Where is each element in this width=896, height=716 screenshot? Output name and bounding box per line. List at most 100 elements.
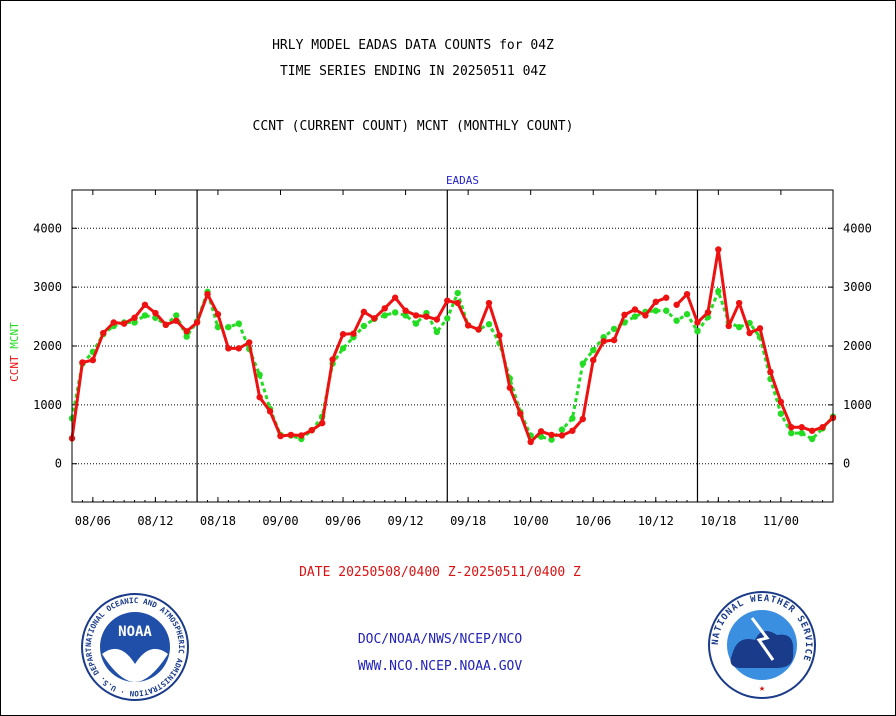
date-range-label: DATE 20250508/0400 Z-20250511/0400 Z bbox=[299, 565, 581, 580]
data-point-ccnt bbox=[715, 246, 722, 253]
data-point-ccnt bbox=[433, 316, 441, 323]
x-tick-label: 09/18 bbox=[450, 514, 486, 528]
data-point-mcnt bbox=[798, 429, 805, 437]
data-point-ccnt bbox=[412, 312, 420, 319]
series-layer bbox=[68, 246, 837, 446]
data-point-ccnt bbox=[110, 319, 117, 326]
data-point-ccnt bbox=[767, 368, 774, 376]
data-point-mcnt bbox=[360, 322, 368, 330]
y-tick-label-right-3000: 3000 bbox=[843, 280, 872, 294]
data-point-mcnt bbox=[412, 320, 420, 327]
data-point-ccnt bbox=[735, 299, 743, 307]
data-point-ccnt bbox=[256, 394, 263, 401]
data-point-mcnt bbox=[485, 321, 493, 328]
data-point-ccnt bbox=[318, 419, 326, 427]
data-point-mcnt bbox=[256, 371, 263, 379]
data-point-mcnt bbox=[631, 313, 639, 320]
data-point-ccnt bbox=[590, 356, 597, 364]
data-point-ccnt bbox=[485, 299, 493, 307]
y-label-mcnt: MCNT bbox=[8, 322, 21, 349]
series-line-ccnt bbox=[70, 292, 667, 444]
y-tick-label-right-2000: 2000 bbox=[843, 339, 872, 353]
data-point-ccnt bbox=[183, 328, 190, 335]
data-point-ccnt bbox=[298, 432, 305, 439]
data-point-ccnt bbox=[360, 308, 368, 316]
data-point-ccnt bbox=[683, 290, 691, 298]
data-point-ccnt bbox=[454, 299, 461, 307]
svg-text:★: ★ bbox=[759, 683, 765, 694]
x-tick-label: 08/18 bbox=[200, 514, 236, 528]
data-point-ccnt bbox=[423, 313, 430, 320]
data-point-ccnt bbox=[402, 307, 409, 314]
data-point-ccnt bbox=[537, 428, 545, 435]
data-point-ccnt bbox=[642, 312, 649, 319]
data-point-ccnt bbox=[756, 325, 764, 332]
noaa-logo: NATIONAL OCEANIC AND ATMOSPHERIC ADMINIS… bbox=[80, 592, 189, 701]
data-point-mcnt bbox=[141, 312, 149, 319]
data-point-mcnt bbox=[735, 323, 743, 331]
data-point-ccnt bbox=[371, 315, 378, 322]
data-point-mcnt bbox=[444, 315, 451, 322]
data-point-ccnt bbox=[235, 345, 242, 352]
data-point-ccnt bbox=[652, 298, 659, 306]
data-point-ccnt bbox=[141, 301, 149, 308]
data-point-mcnt bbox=[391, 309, 399, 316]
series-line-mcnt bbox=[70, 289, 835, 442]
y-tick-label-right-4000: 4000 bbox=[843, 221, 872, 235]
data-point-ccnt bbox=[496, 332, 503, 339]
axis-labels: 0 0 1000 1000 2000 2000 3000 3000 4000 4000 08/06 0… bbox=[8, 174, 872, 528]
data-point-mcnt bbox=[402, 312, 409, 319]
data-point-mcnt bbox=[788, 429, 795, 437]
x-tick-label: 10/18 bbox=[700, 514, 736, 528]
data-point-ccnt bbox=[777, 398, 785, 406]
data-point-ccnt bbox=[277, 432, 284, 440]
y-tick-label-right-0: 0 bbox=[843, 457, 850, 471]
data-point-mcnt bbox=[381, 312, 388, 319]
data-point-ccnt bbox=[173, 317, 180, 324]
data-point-mcnt bbox=[808, 435, 816, 443]
data-point-ccnt bbox=[120, 320, 128, 327]
data-point-ccnt bbox=[391, 294, 399, 301]
data-point-ccnt bbox=[548, 431, 555, 439]
y-tick-label-left-1000: 1000 bbox=[33, 398, 62, 412]
data-point-ccnt bbox=[558, 432, 566, 439]
data-point-ccnt bbox=[464, 322, 472, 329]
y-label-ccnt: CCNT bbox=[8, 349, 21, 382]
data-point-ccnt bbox=[381, 305, 388, 312]
data-point-ccnt bbox=[527, 438, 534, 446]
chart-title-line-3: CCNT (CURRENT COUNT) MCNT (MONTHLY COUNT… bbox=[252, 119, 574, 134]
y-axis-label: CCNT MCNT bbox=[8, 322, 21, 382]
data-point-mcnt bbox=[235, 320, 242, 327]
data-point-ccnt bbox=[266, 408, 274, 415]
data-point-mcnt bbox=[683, 311, 691, 318]
data-point-ccnt bbox=[339, 331, 347, 338]
data-point-mcnt bbox=[579, 360, 587, 367]
data-point-ccnt bbox=[475, 326, 482, 333]
x-tick-label: 08/06 bbox=[75, 514, 111, 528]
svg-text:NOAA: NOAA bbox=[118, 624, 152, 640]
data-point-ccnt bbox=[89, 356, 97, 364]
x-tick-label: 10/06 bbox=[575, 514, 611, 528]
x-tick-label: 09/06 bbox=[325, 514, 361, 528]
website-link[interactable]: WWW.NCO.NCEP.NOAA.GOV bbox=[357, 659, 523, 674]
data-point-ccnt bbox=[746, 329, 753, 337]
x-tick-label: 08/12 bbox=[137, 514, 173, 528]
data-point-ccnt bbox=[204, 290, 211, 298]
y-tick-label-left-2000: 2000 bbox=[33, 339, 62, 353]
y-tick-label-left-0: 0 bbox=[55, 457, 62, 471]
data-point-ccnt bbox=[663, 294, 670, 301]
data-point-ccnt bbox=[162, 321, 170, 329]
data-point-ccnt bbox=[287, 431, 295, 439]
data-point-mcnt bbox=[663, 307, 670, 314]
data-point-ccnt bbox=[225, 345, 232, 352]
data-point-ccnt bbox=[79, 359, 86, 366]
data-point-ccnt bbox=[610, 336, 618, 344]
data-point-mcnt bbox=[590, 346, 597, 354]
grid-lines bbox=[72, 190, 833, 502]
data-point-ccnt bbox=[246, 339, 253, 346]
chart-title-line-2: TIME SERIES ENDING IN 20250511 04Z bbox=[279, 64, 547, 79]
data-point-mcnt bbox=[454, 289, 461, 297]
y-tick-label-right-1000: 1000 bbox=[843, 398, 872, 412]
data-point-mcnt bbox=[569, 415, 576, 422]
